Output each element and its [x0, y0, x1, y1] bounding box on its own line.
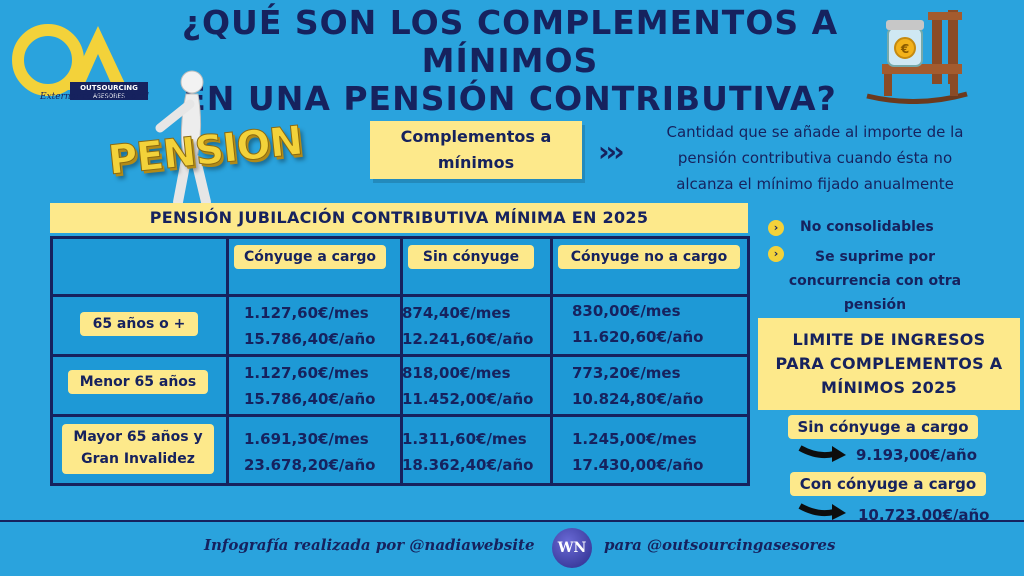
- svg-text:€: €: [900, 42, 909, 56]
- complementos-term-box: Complementos a mínimos: [370, 121, 582, 179]
- note-se-suprime: Se suprime por concurrencia con otra pen…: [788, 249, 962, 313]
- definition-text: Cantidad que se añade al importe de la p…: [650, 119, 980, 197]
- table-cell: 1.245,00€/mes 17.430,00€/año: [572, 430, 704, 474]
- outsourcing-logo: OUTSOURCING ASESORES: [12, 24, 148, 100]
- note-no-consolidables: No consolidables: [800, 219, 934, 235]
- limit-value-con-conyuge: 10.723,00€/año: [858, 506, 990, 524]
- footer-credit-right: para @outsourcingasesores: [604, 536, 836, 554]
- chevron-bullet-icon: ›: [768, 220, 784, 236]
- table-cell: 874,40€/mes 12.241,60€/año: [402, 304, 534, 348]
- chevron-bullet-icon: ›: [768, 246, 784, 262]
- table-cell: 1.127,60€/mes 15.786,40€/año: [244, 304, 376, 348]
- rocking-chair-icon: €: [866, 10, 968, 104]
- curved-arrow-icon: [798, 445, 846, 462]
- wn-badge-logo: WN: [552, 528, 592, 568]
- column-header-conyuge-no-a-cargo: Cónyuge no a cargo: [558, 245, 740, 269]
- title-line-2: EN UNA PENSIÓN CONTRIBUTIVA?: [183, 79, 837, 118]
- limit-label-con-conyuge: Con cónyuge a cargo: [790, 472, 986, 496]
- svg-text:OUTSOURCING: OUTSOURCING: [80, 84, 138, 92]
- table-cell: 1.127,60€/mes 15.786,40€/año: [244, 364, 376, 408]
- footer-credit-left: Infografía realizada por @nadiawebsite: [204, 536, 535, 554]
- footer-divider: [0, 520, 1024, 522]
- table-cell: 773,20€/mes 10.824,80€/año: [572, 364, 704, 408]
- limit-value-sin-conyuge: 9.193,00€/año: [856, 446, 978, 464]
- limit-label-sin-conyuge: Sin cónyuge a cargo: [788, 415, 978, 439]
- limit-title-box: LIMITE DE INGRESOS PARA COMPLEMENTOS A M…: [758, 318, 1020, 410]
- row-label-gran-invalidez: Mayor 65 años y Gran Invalidez: [62, 424, 214, 474]
- curved-arrow-icon: [798, 503, 846, 520]
- column-header-conyuge-a-cargo: Cónyuge a cargo: [234, 245, 386, 269]
- svg-text:ASESORES: ASESORES: [93, 93, 125, 100]
- table-cell: 1.311,60€/mes 18.362,40€/año: [402, 430, 534, 474]
- page-title: ¿QUÉ SON LOS COMPLEMENTOS A MÍNIMOS EN U…: [150, 4, 870, 118]
- logo-subtitle: Externalización Laboral: [40, 92, 149, 102]
- definition-line-3: alcanza el mínimo fijado anualmente: [676, 175, 954, 193]
- term-line-1: Complementos a: [400, 127, 552, 146]
- row-label-menor-65: Menor 65 años: [68, 370, 208, 394]
- definition-line-1: Cantidad que se añade al importe de la: [666, 123, 964, 141]
- definition-line-2: pensión contributiva cuando ésta no: [677, 149, 953, 167]
- title-line-1: ¿QUÉ SON LOS COMPLEMENTOS A MÍNIMOS: [181, 3, 839, 80]
- pension-table: Cónyuge a cargo Sin cónyuge Cónyuge no a…: [50, 236, 750, 486]
- table-cell: 818,00€/mes 11.452,00€/año: [402, 364, 534, 408]
- table-cell: 1.691,30€/mes 23.678,20€/año: [244, 430, 376, 474]
- row-label-65-o-mas: 65 años o +: [80, 312, 198, 336]
- triple-chevron-icon: ›››: [598, 135, 625, 168]
- table-cell: 830,00€/mes 11.620,60€/año: [572, 302, 704, 346]
- table-title: PENSIÓN JUBILACIÓN CONTRIBUTIVA MÍNIMA E…: [50, 203, 748, 233]
- term-line-2: mínimos: [437, 153, 515, 172]
- figure-pushing-pension-icon: [155, 70, 211, 207]
- column-header-sin-conyuge: Sin cónyuge: [408, 245, 534, 269]
